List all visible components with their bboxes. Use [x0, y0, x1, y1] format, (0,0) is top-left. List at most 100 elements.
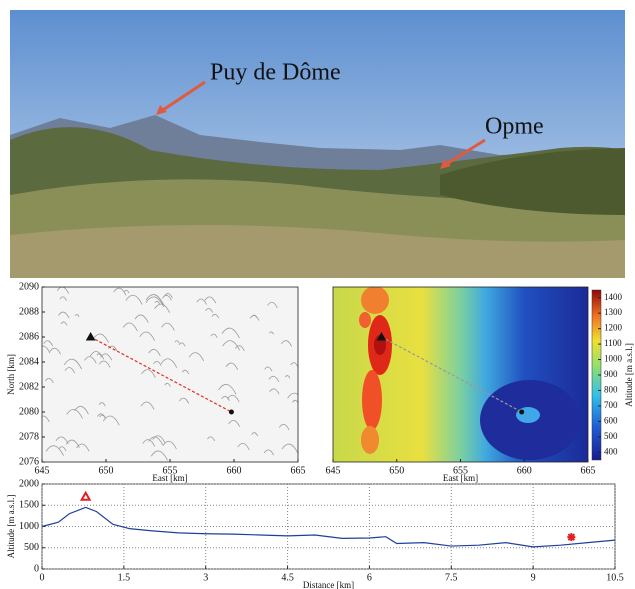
marker [376, 331, 387, 341]
photo-label: Puy de Dôme [210, 60, 341, 86]
y-tick-label: 2076 [19, 456, 39, 467]
relief [251, 432, 259, 437]
relief [74, 405, 89, 415]
marker [519, 409, 525, 415]
relief [122, 322, 138, 332]
relief [290, 362, 298, 367]
relief [178, 397, 190, 404]
relief [211, 313, 220, 319]
x-tick-label: 7.5 [445, 572, 458, 583]
relief [93, 333, 109, 343]
y-tick-label: 2000 [19, 478, 39, 489]
relief [58, 311, 70, 319]
relief [285, 375, 291, 379]
relief [42, 345, 51, 354]
marker [228, 409, 234, 415]
relief [97, 413, 107, 419]
relief [45, 378, 54, 384]
relief [204, 296, 217, 304]
relief [205, 308, 214, 313]
photo-label: Opme [485, 114, 544, 140]
relief [267, 301, 278, 308]
relief [150, 450, 168, 461]
relief [42, 415, 50, 423]
y-tick-label: 2084 [19, 356, 39, 367]
x-tick-label: 9 [531, 572, 536, 583]
relief [55, 436, 69, 445]
y-tick-label: 2080 [19, 406, 39, 417]
relief [221, 327, 240, 339]
y-tick-label: 2086 [19, 331, 39, 342]
y-tick-label: 2082 [19, 381, 39, 392]
colorbar-label: Altitude [m a.s.l.] [624, 343, 634, 407]
relief [222, 340, 241, 351]
relief [63, 358, 82, 370]
x-tick-label: 665 [581, 465, 596, 476]
colorbar-tick-label: 1200 [604, 323, 623, 333]
y-axis-label: Altitude [m a.s.l.] [6, 495, 16, 559]
relief [134, 314, 149, 323]
relief [153, 361, 162, 366]
relief [237, 443, 250, 451]
sight-line [381, 336, 522, 413]
relief [249, 315, 260, 321]
profile-line [41, 506, 616, 548]
relief [210, 333, 218, 338]
relief [96, 353, 102, 357]
relief [125, 294, 143, 305]
x-tick-label: 650 [99, 465, 114, 476]
x-tick-label: 655 [453, 465, 468, 476]
relief [60, 321, 68, 326]
colorbar-tick-label: 1400 [604, 292, 623, 302]
relief [188, 352, 205, 362]
relief [235, 345, 245, 351]
relief [268, 331, 274, 335]
relief [281, 443, 298, 454]
relief [148, 348, 161, 357]
x-tick-label: 10.5 [606, 572, 624, 583]
relief [161, 322, 175, 331]
relief [160, 358, 178, 368]
relief [178, 342, 186, 347]
marker [79, 490, 92, 501]
relief [196, 298, 207, 305]
relief [89, 351, 105, 360]
arrow [444, 138, 486, 167]
x-axis-label: East [km] [443, 473, 478, 483]
relief [207, 436, 216, 442]
marker [85, 331, 96, 341]
arrow [159, 80, 206, 114]
colorbar-tick-label: 1100 [604, 338, 622, 348]
relief [98, 360, 111, 368]
relief [64, 367, 76, 374]
photo: Puy de Dôme Opme [10, 10, 625, 278]
relief [98, 402, 106, 407]
x-tick-label: 4.5 [281, 572, 294, 583]
y-tick-label: 2078 [19, 431, 39, 442]
relief [264, 366, 273, 372]
relief [58, 446, 67, 452]
relief [278, 423, 290, 431]
colorbar-tick-label: 1000 [604, 354, 623, 364]
relief [140, 401, 155, 410]
elevation [333, 287, 588, 462]
colorbar-tick-label: 600 [604, 415, 618, 425]
y-tick-label: 2090 [19, 281, 39, 292]
colorbar-tick-label: 700 [604, 400, 618, 410]
relief [102, 415, 120, 426]
x-tick-label: 650 [389, 465, 404, 476]
relief [221, 396, 230, 401]
relief [287, 392, 298, 399]
x-tick-label: 665 [291, 465, 306, 476]
relief [139, 331, 155, 341]
marker [567, 533, 576, 542]
sight-line [90, 336, 232, 413]
relief [292, 399, 298, 404]
x-tick-label: 660 [517, 465, 532, 476]
relief [181, 369, 190, 375]
x-axis-label: Distance [km] [303, 580, 354, 589]
relief [154, 300, 160, 305]
colorbar: 400 500 600 700 800 900 1000 1100 1200 1300 1400 Al… [591, 289, 634, 461]
colorbar-tick-label: 800 [604, 385, 618, 395]
